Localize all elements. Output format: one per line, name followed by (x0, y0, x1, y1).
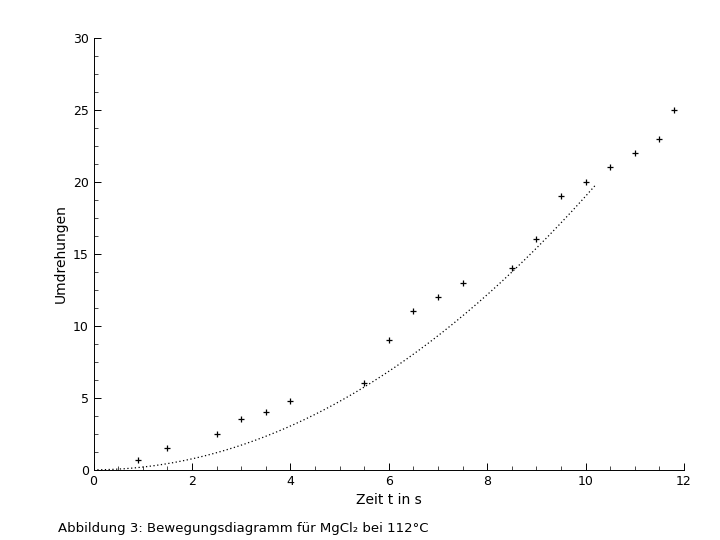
Text: Abbildung 3: Bewegungsdiagramm für MgCl₂ bei 112°C: Abbildung 3: Bewegungsdiagramm für MgCl₂… (58, 522, 428, 535)
Y-axis label: Umdrehungen: Umdrehungen (53, 204, 67, 303)
X-axis label: Zeit t in s: Zeit t in s (356, 493, 422, 507)
